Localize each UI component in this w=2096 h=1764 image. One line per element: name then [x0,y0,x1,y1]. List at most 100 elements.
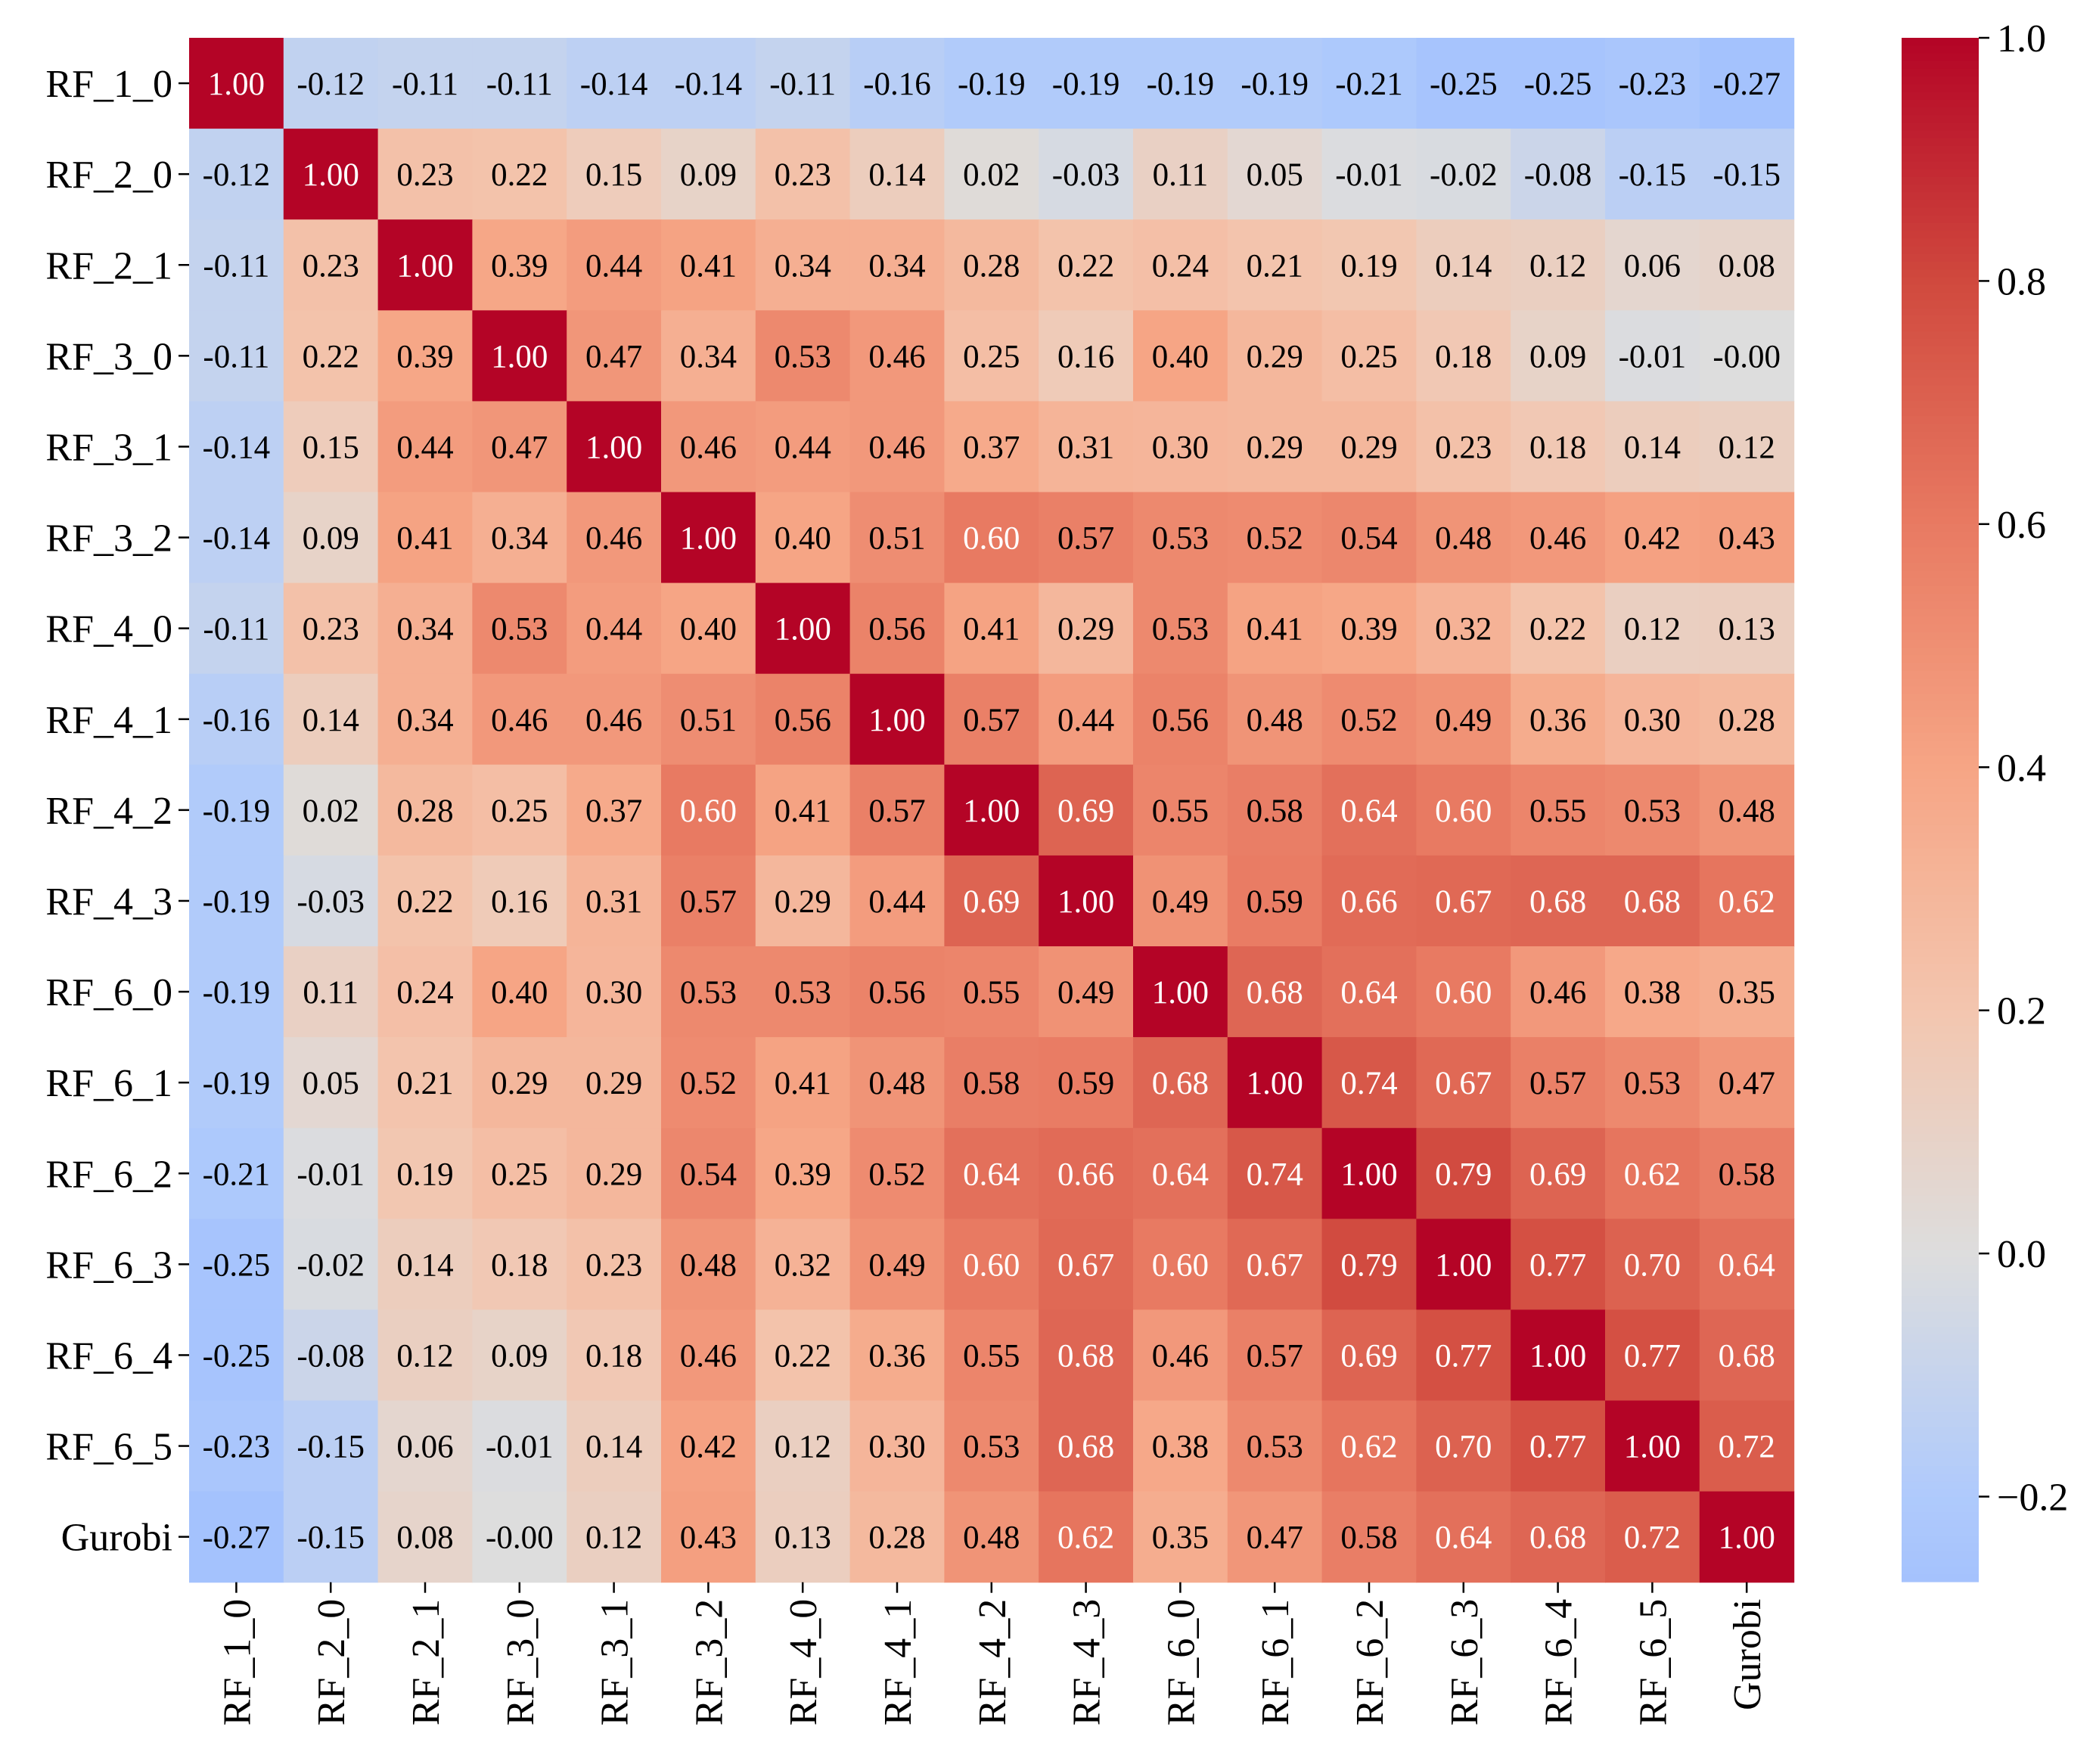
colorbar-segment [1902,1542,1979,1551]
cell-value-label: 0.44 [585,612,642,648]
heatmap-cell-RF_6_0-RF_6_0 [1133,946,1228,1038]
heatmap-cell-Gurobi-RF_4_3 [1039,1491,1134,1583]
heatmap-cell-RF_6_4-Gurobi [1699,1309,1795,1402]
heatmap-cell-RF_6_4-RF_4_1 [849,1309,945,1402]
heatmap-cell-RF_6_4-RF_4_2 [944,1309,1039,1402]
cell-value-label: 0.30 [1624,703,1681,738]
colorbar-segment [1902,315,1979,325]
cell-value-label: 0.48 [680,1247,737,1283]
colorbar-segment [1902,1126,1979,1135]
heatmap-cell-RF_6_1-RF_4_2 [944,1037,1039,1129]
colorbar-segment [1902,215,1979,224]
heatmap-cell-RF_1_0-RF_2_0 [283,38,379,129]
cell-value-label: 0.62 [1624,1157,1681,1192]
cell-value-label: 0.57 [680,884,737,920]
colorbar-segment [1902,145,1979,154]
heatmap-cell-RF_3_0-RF_3_1 [567,310,662,402]
colorbar-segment [1902,1141,1979,1151]
heatmap-cell-RF_3_1-RF_4_2 [944,401,1039,493]
heatmap-cell-RF_2_1-RF_4_1 [849,219,945,311]
cell-value-label: 0.42 [1624,521,1681,557]
cell-value-label: 1.00 [1340,1157,1397,1192]
heatmap-cell-RF_6_5-RF_6_3 [1416,1400,1511,1492]
cell-value-label: 0.14 [396,1247,453,1283]
cell-value-label: 0.25 [1340,339,1397,374]
colorbar-segment [1902,1558,1979,1567]
cell-value-label: 0.49 [1057,975,1114,1011]
heatmap-cell-RF_3_2-RF_6_0 [1133,492,1228,584]
heatmap-cell-RF_4_3-RF_3_0 [472,855,567,947]
colorbar-segment [1902,1527,1979,1536]
colorbar-segment [1902,747,1979,756]
cell-value-label: 0.56 [775,703,831,738]
cell-value-label: 0.46 [585,703,642,738]
cell-value-label: 0.67 [1057,1247,1114,1283]
cell-value-label: -0.01 [1335,157,1403,193]
heatmap-cell-RF_6_0-RF_4_0 [755,946,851,1038]
cell-value-label: 0.68 [1719,1338,1775,1374]
heatmap-cell-RF_6_0-RF_6_5 [1605,946,1700,1038]
colorbar-segment [1902,369,1979,378]
cell-value-label: 1.00 [775,612,831,648]
cell-value-label: 1.00 [963,793,1020,829]
heatmap-cell-RF_6_1-RF_4_0 [755,1037,851,1129]
colorbar-segment [1902,393,1979,402]
cell-value-label: -0.00 [486,1520,554,1556]
heatmap-cell-RF_2_1-RF_4_2 [944,219,1039,311]
colorbar-segment [1902,253,1979,262]
heatmap-cell-RF_4_1-RF_6_2 [1321,673,1417,766]
cell-value-label: 0.57 [1529,1066,1586,1101]
heatmap-cell-Gurobi-RF_3_2 [661,1491,756,1583]
heatmap-cell-RF_4_2-RF_6_5 [1605,764,1700,856]
heatmap-cell-RF_2_1-Gurobi [1699,219,1795,311]
heatmap-cell-RF_6_4-RF_3_2 [661,1309,756,1402]
cell-value-label: -0.27 [1713,67,1781,102]
cell-value-label: 0.69 [1340,1338,1397,1374]
x-tick-label-RF_6_1: RF_6_1 [1254,1599,1297,1726]
colorbar-segment [1902,169,1979,178]
heatmap-cell-RF_3_2-RF_4_0 [755,492,851,584]
cell-value-label: 0.40 [680,612,737,648]
cell-value-label: 0.67 [1247,1247,1303,1283]
cell-value-label: 0.19 [1340,248,1397,284]
cell-value-label: 0.15 [585,157,642,193]
colorbar-segment [1902,1188,1979,1197]
heatmap-cell-RF_6_2-RF_3_2 [661,1128,756,1219]
cell-value-label: -0.15 [1713,157,1781,193]
colorbar-segment [1902,971,1979,980]
cell-value-label: 0.02 [303,793,359,829]
heatmap-cell-RF_3_2-RF_3_2 [661,492,756,584]
cell-value-label: -0.11 [203,248,269,284]
colorbar-segment [1902,756,1979,764]
colorbar-segment [1902,1311,1979,1320]
heatmap-cell-RF_6_4-RF_6_4 [1511,1309,1606,1402]
heatmap-cell-RF_4_2-RF_3_2 [661,764,756,856]
colorbar-segment [1902,107,1979,116]
colorbar-segment [1902,477,1979,486]
heatmap-cell-RF_3_0-RF_6_5 [1605,310,1700,402]
colorbar-segment [1902,980,1979,988]
cell-value-label: 0.37 [585,793,642,829]
heatmap-cell-RF_4_2-RF_1_0 [189,764,284,856]
colorbar-segment [1902,261,1979,270]
colorbar-segment [1902,354,1979,363]
cell-value-label: 0.64 [1152,1157,1209,1192]
cell-value-label: 0.77 [1529,1247,1586,1283]
colorbar-segment [1902,501,1979,510]
cell-value-label: 0.48 [1719,793,1775,829]
cell-value-label: 0.46 [491,703,548,738]
colorbar-segment [1902,1474,1979,1482]
cell-value-label: 0.12 [585,1520,642,1556]
cell-value-label: 0.37 [963,430,1020,465]
cell-value-label: -0.19 [203,1066,271,1101]
cell-value-label: 0.29 [585,1157,642,1192]
cell-value-label: 0.70 [1435,1430,1492,1465]
heatmap-cell-RF_4_3-RF_2_0 [283,855,379,947]
cell-value-label: 0.51 [680,703,737,738]
heatmap-cell-RF_4_0-RF_4_3 [1039,582,1134,675]
cell-value-label: 0.74 [1247,1157,1303,1192]
heatmap-cell-RF_2_0-RF_4_0 [755,129,851,220]
cell-value-label: 0.44 [868,884,925,920]
colorbar-segment [1902,894,1979,903]
heatmap-cell-RF_6_3-RF_6_5 [1605,1219,1700,1310]
